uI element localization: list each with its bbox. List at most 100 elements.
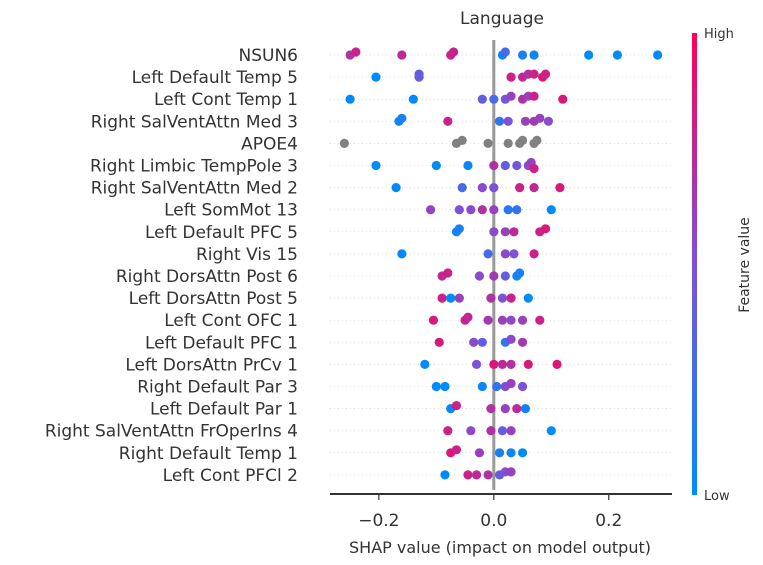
feature-label: Left Cont Temp 1 [154, 90, 298, 110]
data-point [546, 205, 556, 215]
data-point [408, 94, 418, 104]
data-point [397, 50, 407, 60]
data-point [397, 249, 407, 259]
feature-label: Right Default Par 3 [137, 378, 298, 398]
data-point [497, 359, 508, 369]
data-point [520, 404, 531, 414]
data-point [515, 268, 525, 278]
data-point [494, 116, 505, 126]
colorbar-high-label: High [704, 27, 734, 42]
data-point [443, 116, 453, 126]
data-point [371, 160, 381, 171]
data-point [428, 315, 439, 325]
data-point [397, 113, 407, 123]
data-point [512, 205, 522, 215]
data-point [486, 293, 496, 303]
data-point [506, 378, 516, 389]
feature-label: Left SomMot 13 [164, 201, 298, 221]
data-point [535, 113, 545, 123]
data-point [509, 249, 519, 259]
data-point [500, 271, 510, 281]
data-point [457, 183, 467, 193]
data-point [437, 293, 447, 303]
data-point [457, 135, 467, 145]
data-point [497, 426, 508, 436]
data-point [506, 293, 516, 303]
data-point [463, 160, 473, 171]
data-point [486, 426, 496, 436]
data-point [443, 426, 453, 436]
data-point [543, 116, 554, 126]
data-point [500, 249, 510, 259]
data-point [451, 445, 462, 455]
data-point [431, 381, 441, 392]
data-point [483, 249, 493, 259]
data-point [529, 69, 539, 79]
x-ticks: −0.2 0.0 0.2 [358, 494, 622, 531]
feature-label: Right SalVentAttn FrOperIns 4 [45, 422, 298, 442]
data-point [471, 470, 482, 480]
data-point [535, 315, 545, 325]
data-point [477, 381, 487, 392]
data-point [483, 315, 493, 325]
data-point [506, 359, 516, 369]
data-point [523, 359, 533, 369]
x-tick-label: −0.2 [358, 511, 399, 531]
data-point [448, 47, 459, 57]
data-point [345, 94, 355, 104]
data-point [497, 293, 508, 303]
data-point [477, 205, 487, 215]
data-point [454, 293, 464, 303]
data-point [431, 160, 441, 171]
x-tick-label: 0.0 [480, 511, 507, 531]
data-point [440, 470, 450, 480]
feature-label: Left Cont PFCl 2 [163, 466, 298, 486]
data-point [540, 224, 551, 234]
feature-label: Left Default Temp 5 [132, 68, 298, 88]
data-point [489, 359, 499, 369]
data-point [454, 224, 464, 234]
data-point [517, 381, 528, 392]
data-point [489, 227, 499, 237]
data-point [474, 271, 485, 281]
colorbar-low-label: Low [704, 489, 730, 504]
data-point [612, 50, 622, 60]
data-point [463, 470, 473, 480]
data-point [500, 47, 510, 57]
data-point [474, 448, 485, 458]
data-point [489, 160, 499, 171]
data-point [489, 205, 499, 215]
feature-label: Left DorsAttn PrCv 1 [125, 355, 298, 375]
data-point [391, 183, 401, 193]
data-point [529, 163, 539, 174]
data-point [552, 359, 562, 369]
data-point [529, 183, 539, 193]
data-point [434, 337, 444, 347]
data-point [425, 205, 436, 215]
data-point [506, 315, 516, 325]
data-point [454, 205, 464, 215]
data-point [523, 293, 533, 303]
data-point [446, 293, 456, 303]
data-point [463, 312, 473, 322]
data-point [500, 404, 510, 414]
data-point [466, 205, 476, 215]
feature-label: NSUN6 [239, 46, 298, 66]
data-point [414, 69, 424, 79]
colorbar [692, 33, 697, 495]
data-point [477, 94, 487, 104]
data-points [339, 47, 663, 480]
data-point [517, 337, 528, 347]
feature-label: Right SalVentAttn Med 3 [91, 112, 298, 132]
data-point [506, 448, 516, 458]
data-point [532, 135, 542, 145]
data-point [500, 227, 510, 237]
data-point [512, 404, 522, 414]
data-point [529, 91, 539, 101]
chart-title: Language [460, 9, 544, 29]
data-point [443, 268, 453, 278]
data-point [653, 50, 663, 60]
data-point [529, 50, 539, 60]
data-point [489, 94, 499, 104]
